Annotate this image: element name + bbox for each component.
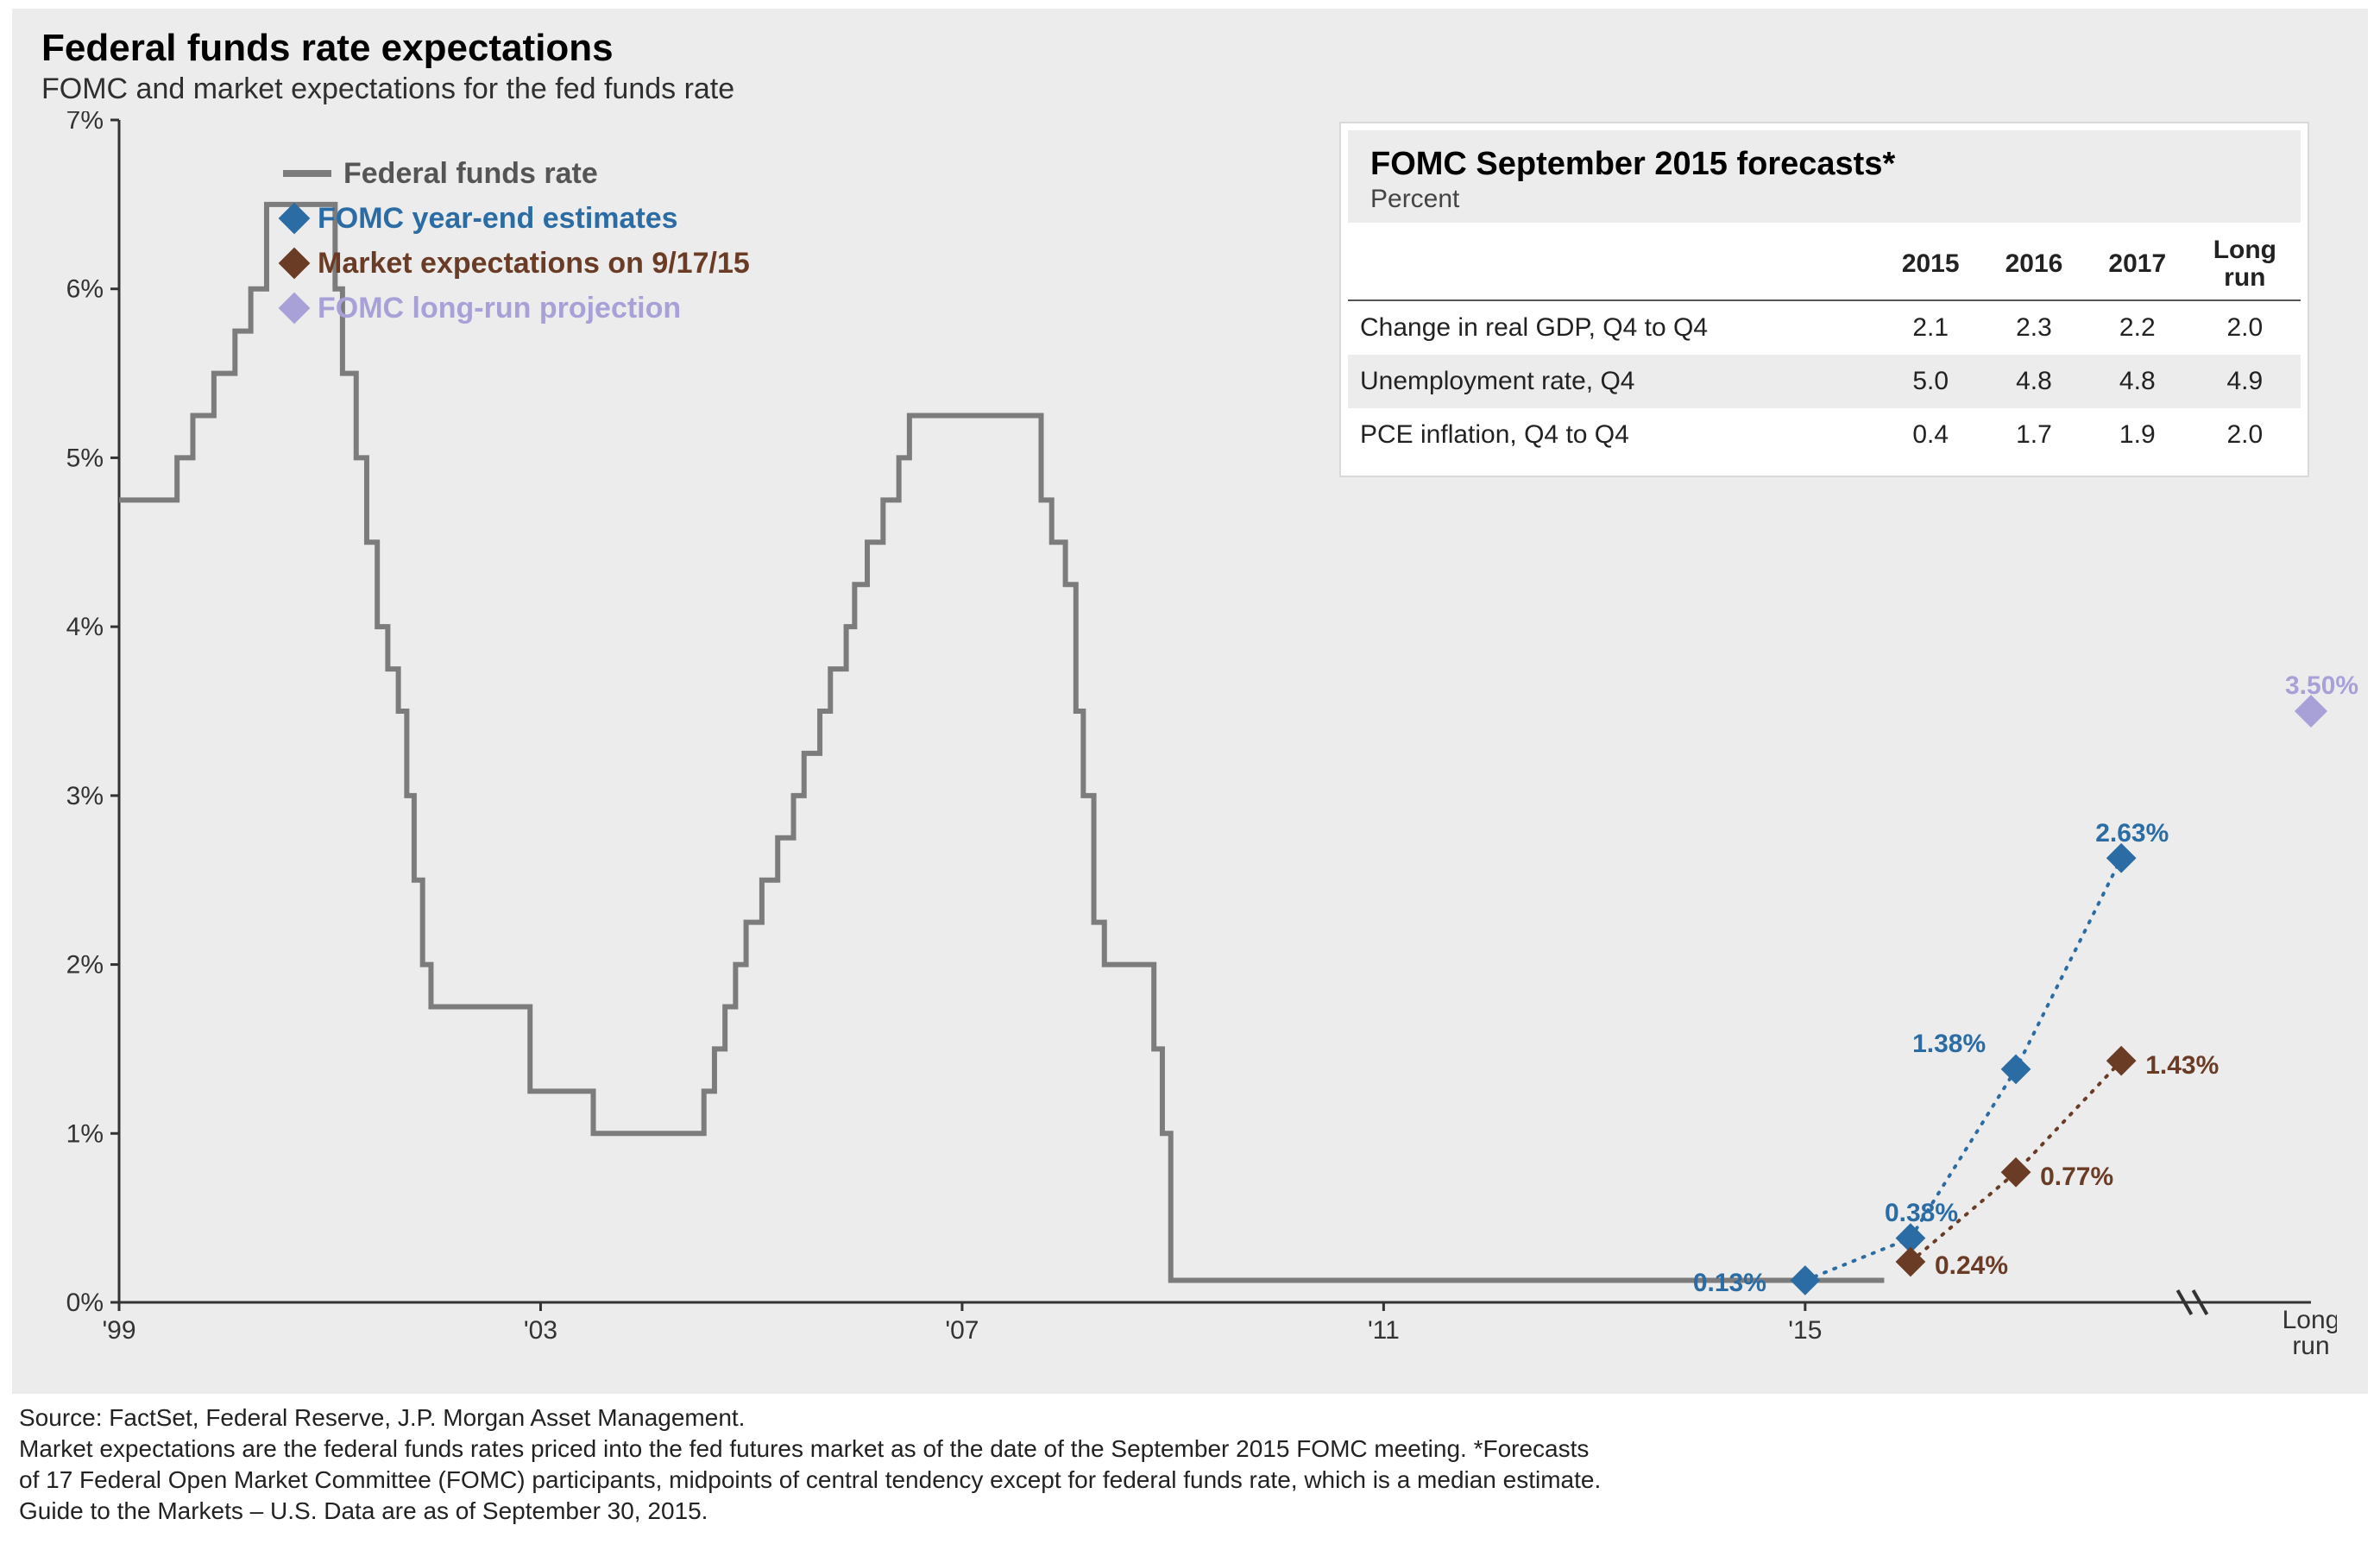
svg-text:4%: 4% xyxy=(66,614,104,642)
legend-item-market: Market expectations on 9/17/15 xyxy=(283,241,750,286)
forecast-panel: FOMC September 2015 forecasts* Percent 2… xyxy=(1341,123,2308,476)
row-label: Unemployment rate, Q4 xyxy=(1348,355,1879,408)
svg-text:6%: 6% xyxy=(66,275,104,304)
legend-label: Federal funds rate xyxy=(343,151,598,197)
forecast-subtitle: Percent xyxy=(1370,185,2278,214)
page-root: Federal funds rate expectations FOMC and… xyxy=(0,9,2380,1527)
footnote-line: of 17 Federal Open Market Committee (FOM… xyxy=(19,1465,2368,1496)
legend-item-fed-funds: Federal funds rate xyxy=(283,151,750,196)
table-cell: 2.2 xyxy=(2086,300,2189,355)
footnote-line: Market expectations are the federal fund… xyxy=(19,1434,2368,1465)
col-2017: 2017 xyxy=(2086,228,2189,300)
table-cell: 1.9 xyxy=(2086,408,2189,462)
diamond-icon xyxy=(279,293,311,325)
svg-text:'15: '15 xyxy=(1788,1316,1822,1345)
svg-text:'03: '03 xyxy=(524,1316,557,1345)
chart-title: Federal funds rate expectations xyxy=(41,28,2339,69)
row-label: PCE inflation, Q4 to Q4 xyxy=(1348,408,1879,462)
svg-text:run: run xyxy=(2292,1332,2329,1360)
table-cell: 2.3 xyxy=(1982,300,2086,355)
forecast-table: 2015 2016 2017 Longrun Change in real GD… xyxy=(1348,228,2301,462)
table-cell: 1.7 xyxy=(1982,408,2086,462)
svg-text:'99: '99 xyxy=(102,1316,135,1345)
row-label: Change in real GDP, Q4 to Q4 xyxy=(1348,300,1879,355)
chart-panel: Federal funds rate expectations FOMC and… xyxy=(12,9,2368,1394)
table-row: Change in real GDP, Q4 to Q42.12.32.22.0 xyxy=(1348,300,2301,355)
table-cell: 2.0 xyxy=(2189,408,2301,462)
table-header-row: 2015 2016 2017 Longrun xyxy=(1348,228,2301,300)
diamond-icon xyxy=(279,248,311,280)
svg-text:'07: '07 xyxy=(945,1316,979,1345)
table-cell: 4.9 xyxy=(2189,355,2301,408)
legend-item-fomc-est: FOMC year-end estimates xyxy=(283,196,750,241)
table-cell: 2.0 xyxy=(2189,300,2301,355)
table-row: PCE inflation, Q4 to Q40.41.71.92.0 xyxy=(1348,408,2301,462)
legend-label: FOMC year-end estimates xyxy=(318,196,678,242)
legend-label: Market expectations on 9/17/15 xyxy=(318,241,750,287)
table-cell: 4.8 xyxy=(1982,355,2086,408)
svg-text:Long: Long xyxy=(2282,1306,2337,1334)
footnotes: Source: FactSet, Federal Reserve, J.P. M… xyxy=(19,1402,2368,1526)
svg-text:0%: 0% xyxy=(66,1289,104,1317)
forecast-title: FOMC September 2015 forecasts* xyxy=(1370,146,2278,183)
svg-text:7%: 7% xyxy=(66,111,104,135)
diamond-icon xyxy=(279,203,311,235)
svg-text:2%: 2% xyxy=(66,951,104,980)
footnote-line: Guide to the Markets – U.S. Data are as … xyxy=(19,1496,2368,1527)
table-cell: 4.8 xyxy=(2086,355,2189,408)
col-2015: 2015 xyxy=(1879,228,1982,300)
svg-text:1%: 1% xyxy=(66,1120,104,1149)
chart-subtitle: FOMC and market expectations for the fed… xyxy=(41,72,2339,106)
plot-area: 0% 1% 2% 3% 4% 5% 6% 7% '99 '03 '07 '11 '15 Longrun F… xyxy=(41,111,2339,1380)
svg-text:'11: '11 xyxy=(1368,1316,1400,1345)
footnote-line: Source: FactSet, Federal Reserve, J.P. M… xyxy=(19,1402,2368,1434)
legend: Federal funds rate FOMC year-end estimat… xyxy=(283,151,750,331)
table-cell: 2.1 xyxy=(1879,300,1982,355)
col-long-run: Longrun xyxy=(2189,228,2301,300)
table-row: Unemployment rate, Q45.04.84.84.9 xyxy=(1348,355,2301,408)
legend-label: FOMC long-run projection xyxy=(318,286,681,331)
legend-item-longrun: FOMC long-run projection xyxy=(283,286,750,331)
line-swatch-icon xyxy=(283,170,331,177)
table-cell: 5.0 xyxy=(1879,355,1982,408)
svg-text:3%: 3% xyxy=(66,782,104,810)
table-cell: 0.4 xyxy=(1879,408,1982,462)
forecast-header: FOMC September 2015 forecasts* Percent xyxy=(1348,130,2301,223)
svg-text:5%: 5% xyxy=(66,444,104,473)
col-2016: 2016 xyxy=(1982,228,2086,300)
